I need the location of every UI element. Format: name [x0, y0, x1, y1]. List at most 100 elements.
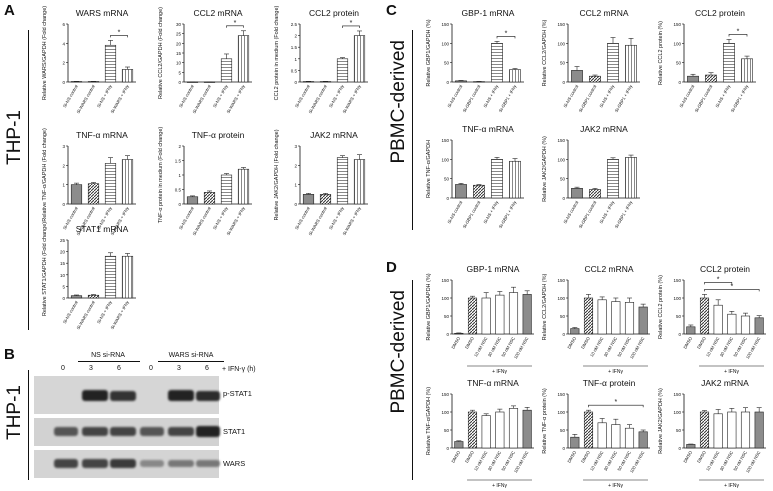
y-tick-label: 100: [441, 157, 449, 162]
bar: [509, 160, 521, 199]
y-tick-label: 0: [446, 332, 449, 337]
y-tick-label: 150: [673, 392, 681, 397]
ifn-group-label: + IFNγ: [492, 483, 507, 489]
band: [168, 427, 194, 436]
bracket-line-b: [28, 370, 29, 480]
bar: [454, 441, 464, 449]
significance-star: *: [614, 399, 617, 406]
western-blot-panel: NS si-RNA WARS si-RNA 0 3 6 0 3 6 + IFN-…: [34, 352, 384, 491]
x-tick-label: Si-NS control: [294, 84, 311, 108]
y-tick-label: 20: [176, 41, 182, 46]
bar: [625, 44, 637, 83]
chart-d5: TNF-α protein Relative TNF-α protein (%) 0…: [542, 378, 650, 489]
bar: [353, 35, 366, 83]
bar: [121, 159, 134, 205]
significance-star: *: [505, 30, 508, 37]
panel-letter-b: B: [4, 346, 15, 363]
bar: [570, 436, 580, 449]
x-tick-label: Si-NS control: [178, 84, 195, 108]
x-tick-label: DMSO: [580, 449, 591, 463]
y-tick-label: 150: [673, 22, 681, 27]
x-tick-label: Si-GBP1 + IFNγ: [498, 199, 518, 229]
x-tick-label: DMSO: [450, 335, 461, 349]
bar: [302, 81, 315, 83]
y-tick-label: 150: [557, 138, 565, 143]
bar: [740, 411, 751, 449]
y-tick-label: 0: [562, 332, 565, 337]
ifn-group-label: + IFNγ: [724, 483, 739, 489]
y-tick-label: 50: [444, 177, 450, 182]
chart-title: CCL2 mRNA: [584, 264, 633, 274]
bar: [353, 159, 366, 205]
bar: [699, 297, 710, 335]
x-tick-label: DMSO: [566, 335, 577, 349]
bar: [723, 43, 735, 83]
y-tick-label: 1: [294, 57, 297, 62]
x-tick-label: Si-WARS + IFNγ: [226, 205, 247, 236]
y-tick-label: 0: [294, 202, 297, 207]
bar: [583, 297, 594, 335]
y-tick-label: 100: [557, 41, 565, 46]
significance-star: *: [737, 28, 740, 35]
x-tick-label: DMSO: [464, 449, 475, 463]
band: [54, 427, 78, 436]
bar: [741, 58, 753, 83]
x-tick-label: Si-NS + IFNγ: [212, 205, 229, 230]
x-tick-label: Si-GBP1 control: [462, 200, 482, 229]
significance-bracket: [704, 282, 733, 285]
bar: [203, 192, 216, 205]
bar: [727, 411, 737, 449]
bar: [611, 424, 621, 449]
chart-title: TNF-α protein: [583, 378, 636, 388]
x-tick-label: Si-GBP1 control: [694, 84, 714, 113]
chart-d3: CCL2 protein Relative CCL2 protein (%) 0 50…: [658, 264, 766, 375]
chart-title: CCL2 protein: [695, 8, 745, 18]
x-tick-label: Si-WARS control: [191, 206, 211, 236]
significance-bracket: [110, 35, 128, 38]
bar: [740, 315, 751, 335]
y-tick-label: 150: [441, 392, 449, 397]
y-tick-label: 10: [176, 61, 182, 66]
chart-title: TNF-α mRNA: [76, 130, 128, 140]
bar: [467, 411, 478, 449]
bar: [121, 69, 134, 83]
x-tick-label: 100 nM NSC: [629, 450, 646, 474]
chart-a5: TNF-α protein TNF-α protein in medium (Fo…: [158, 127, 252, 236]
band: [168, 390, 194, 401]
y-tick-label: 15: [60, 261, 66, 266]
chart-a1: WARS mRNA Relative WARS/GAPDH (Fold chang…: [42, 6, 136, 114]
band: [110, 391, 136, 401]
cell-label-thp1-b: THP-1: [4, 385, 25, 440]
x-tick-label: DMSO: [464, 335, 475, 349]
chart-c5: JAK2 mRNA Relative JAK2/GAPDH (%) 0 50 100 15…: [542, 124, 640, 229]
y-tick-label: 25: [176, 32, 182, 37]
chart-a4: TNF-α mRNA Relative TNF-α/GAPDH (Fold cha…: [42, 128, 136, 236]
bar: [597, 422, 607, 449]
x-tick-label: Si-WARS + IFNγ: [342, 205, 363, 236]
y-tick-label: 100: [673, 41, 681, 46]
blot-group-ns: NS si-RNA: [91, 352, 125, 359]
y-tick-label: 50: [444, 314, 450, 319]
chart-title: GBP-1 mRNA: [462, 8, 515, 18]
significance-star: *: [717, 276, 720, 283]
x-tick-label: Si-NS + IFNγ: [598, 199, 615, 224]
chart-a3: CCL2 protein CCL2 protein in medium (Fold…: [274, 5, 368, 114]
cell-label-thp1-a: THP-1: [4, 110, 25, 165]
y-axis-label: Relative CCL2/GAPDH (%): [542, 20, 548, 87]
y-tick-label: 100: [441, 41, 449, 46]
bar: [87, 183, 100, 205]
bar: [508, 292, 519, 335]
chart-d4: TNF-α mRNA Relative TNF-α/GAPDH (%) 0 50 100…: [426, 378, 534, 489]
x-tick-label: DMSO: [696, 449, 707, 463]
y-tick-label: 100: [441, 410, 449, 415]
x-tick-label: DMSO: [566, 449, 577, 463]
chart-d2: CCL2 mRNA Relative CCL2/GAPDH (%) 0 50 100 15…: [542, 264, 650, 375]
ifn-group-label: + IFNγ: [724, 369, 739, 375]
bar: [589, 189, 601, 199]
x-tick-label: DMSO: [450, 449, 461, 463]
chart-title: JAK2 mRNA: [580, 124, 628, 134]
y-tick-label: 0: [62, 296, 65, 301]
bar: [522, 409, 532, 449]
y-tick-label: 1: [294, 183, 297, 188]
bar: [686, 444, 696, 449]
